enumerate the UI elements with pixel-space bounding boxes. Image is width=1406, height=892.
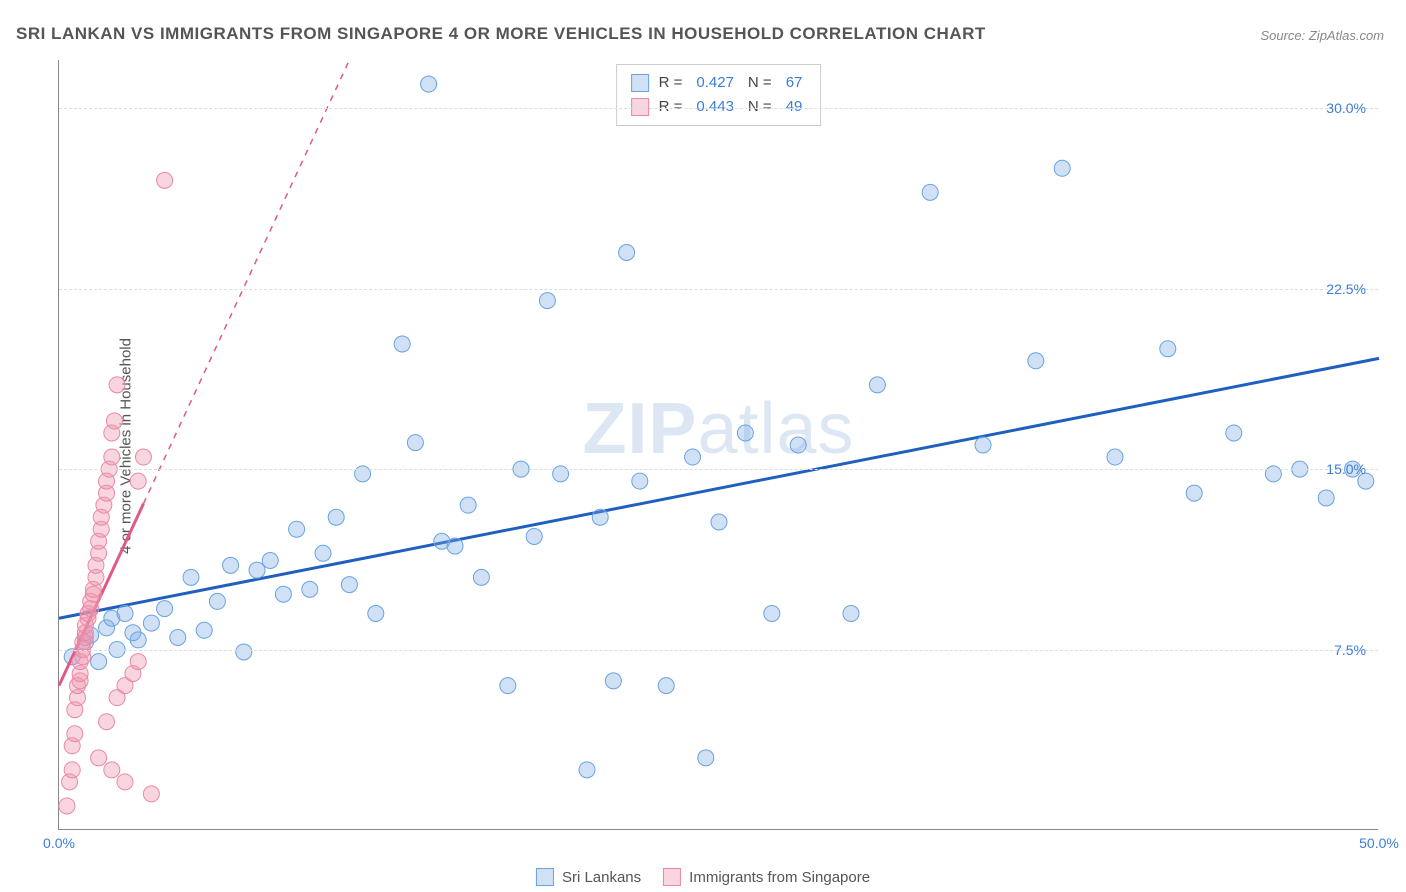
legend-item-2: Immigrants from Singapore: [663, 868, 870, 886]
legend-label: Immigrants from Singapore: [689, 869, 870, 886]
gridline: [59, 289, 1378, 290]
plot-area: ZIPatlas R = 0.427 N = 67 R = 0.443 N = …: [58, 60, 1378, 830]
r-label: R =: [659, 71, 683, 95]
legend-swatch-blue: [536, 868, 554, 886]
y-tick-label: 15.0%: [1326, 461, 1366, 477]
legend-swatch-blue: [631, 74, 649, 92]
chart-container: SRI LANKAN VS IMMIGRANTS FROM SINGAPORE …: [0, 0, 1406, 892]
source-label: Source: ZipAtlas.com: [1260, 28, 1384, 43]
gridline: [59, 469, 1378, 470]
legend-swatch-pink: [663, 868, 681, 886]
plot-svg: [59, 60, 1378, 829]
legend-label: Sri Lankans: [562, 869, 641, 886]
gridline: [59, 108, 1378, 109]
n-label: N =: [748, 71, 772, 95]
chart-title: SRI LANKAN VS IMMIGRANTS FROM SINGAPORE …: [16, 24, 986, 44]
y-tick-label: 22.5%: [1326, 281, 1366, 297]
legend-item-1: Sri Lankans: [536, 868, 641, 886]
legend-correlation: R = 0.427 N = 67 R = 0.443 N = 49: [616, 64, 822, 126]
r-value: 0.427: [696, 71, 734, 95]
r-value: 0.443: [696, 95, 734, 119]
n-value: 49: [786, 95, 803, 119]
n-label: N =: [748, 95, 772, 119]
legend-row-2: R = 0.443 N = 49: [631, 95, 807, 119]
x-tick-label: 0.0%: [43, 835, 75, 851]
r-label: R =: [659, 95, 683, 119]
y-tick-label: 7.5%: [1334, 642, 1366, 658]
legend-swatch-pink: [631, 98, 649, 116]
y-tick-label: 30.0%: [1326, 100, 1366, 116]
gridline: [59, 650, 1378, 651]
x-tick-label: 50.0%: [1359, 835, 1399, 851]
legend-row-1: R = 0.427 N = 67: [631, 71, 807, 95]
n-value: 67: [786, 71, 803, 95]
legend-series: Sri Lankans Immigrants from Singapore: [536, 868, 870, 886]
